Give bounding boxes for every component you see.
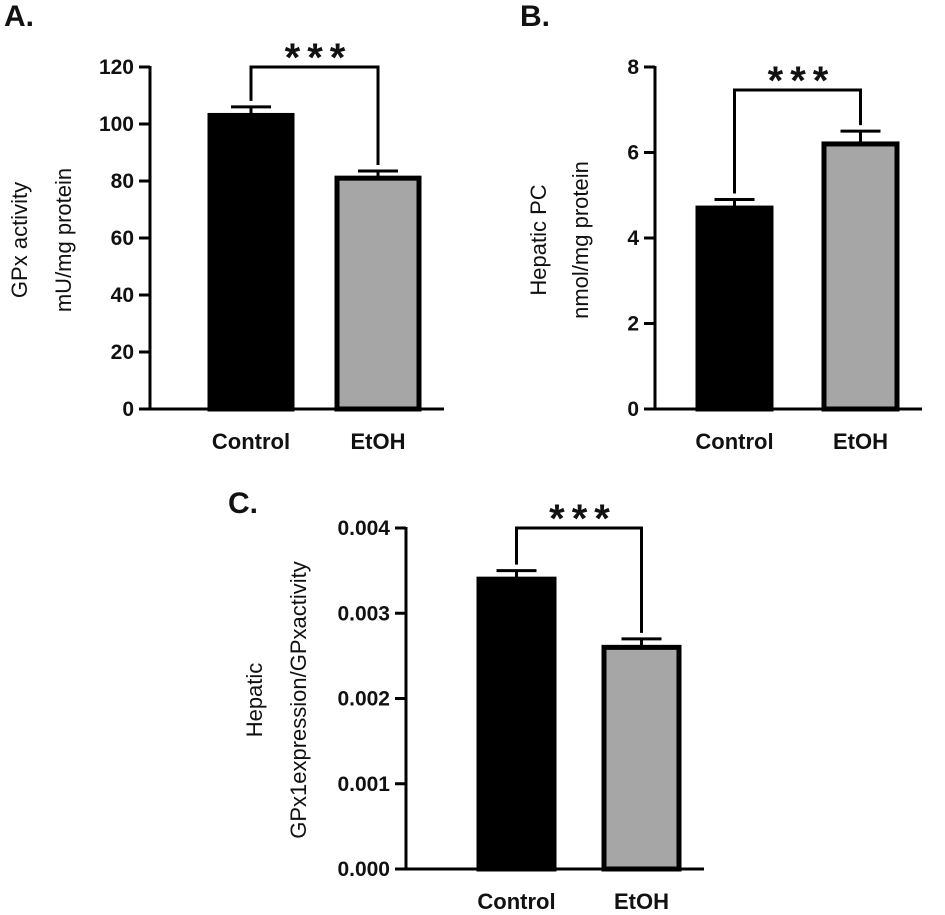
panel-b-y-tick-label: 8 xyxy=(627,56,639,79)
panel-b-category-label: Control xyxy=(695,429,773,454)
panel-c-letter: C. xyxy=(228,487,258,520)
panel-a-letter: A. xyxy=(4,0,34,33)
panel-b-y-tick-label: 4 xyxy=(627,227,639,250)
panel-c-significance-bracket xyxy=(515,526,643,633)
panel-c-significance-stars: *** xyxy=(549,497,617,541)
panel-c-y-tick-label: 0.001 xyxy=(337,773,390,796)
panel-b-y-tick-label: 0 xyxy=(627,398,639,421)
panel-c-ylabel-line2: GPx1expression/GPxactivity xyxy=(286,561,311,839)
panel-a-y-tick-label: 40 xyxy=(111,284,134,307)
panel-c-ylabel-line1: Hepatic xyxy=(242,663,267,738)
panel-a-y-tick-label: 60 xyxy=(111,227,134,250)
panel-a-chart: 0 20 40 60 80 100 120 Control EtOH *** xyxy=(99,36,444,454)
panel-b-chart: 0 2 4 6 8 Control EtOH *** xyxy=(627,56,922,454)
panel-c-bar-control xyxy=(476,576,557,872)
panel-a-y-tick-label: 20 xyxy=(111,341,134,364)
panel-a-significance-stars: *** xyxy=(285,36,353,80)
panel-a-y-tick-label: 100 xyxy=(99,113,134,136)
panel-c-y-tick-label: 0.003 xyxy=(337,602,390,625)
panel-a-significance-bracket xyxy=(249,65,380,166)
panel-a-ylabel-line1: GPx activity xyxy=(7,182,32,298)
panel-c-y-tick-label: 0.000 xyxy=(337,858,390,881)
panel-a-y-tick-label: 0 xyxy=(122,398,134,421)
panel-c-y-tick-label: 0.002 xyxy=(337,688,390,711)
panel-c-category-label: Control xyxy=(477,889,555,914)
panel-c-category-label: EtOH xyxy=(614,889,669,914)
panel-a-bar-etoh xyxy=(334,175,422,412)
panel-a-ylabel-line2: mU/mg protein xyxy=(51,168,76,312)
panel-c-y-tick-label: 0.004 xyxy=(337,517,390,540)
panel-b-y-tick-label: 2 xyxy=(627,313,639,336)
panel-b-bar-control xyxy=(695,205,774,412)
panel-a-bar-control xyxy=(207,112,295,412)
panel-a-y-tick-label: 120 xyxy=(99,56,134,79)
panel-b-bar-etoh xyxy=(821,141,900,412)
panel-c-chart: 0.000 0.001 0.002 0.003 0.004 Control EtOH *** xyxy=(337,497,704,914)
panel-c-bar-etoh xyxy=(601,644,682,872)
panel-a-y-tick-label: 80 xyxy=(111,170,134,193)
panel-b-significance-stars: *** xyxy=(768,59,836,103)
panel-b-letter: B. xyxy=(520,0,550,33)
panel-b-category-label: EtOH xyxy=(833,429,888,454)
panel-b-significance-bracket xyxy=(733,88,862,194)
panel-a-category-label: EtOH xyxy=(351,429,406,454)
panel-b-ylabel-line2: nmol/mg protein xyxy=(568,161,593,319)
panel-b-y-tick-label: 6 xyxy=(627,142,639,165)
panel-b-ylabel-line1: Hepatic PC xyxy=(526,184,551,295)
panel-a-category-label: Control xyxy=(212,429,290,454)
